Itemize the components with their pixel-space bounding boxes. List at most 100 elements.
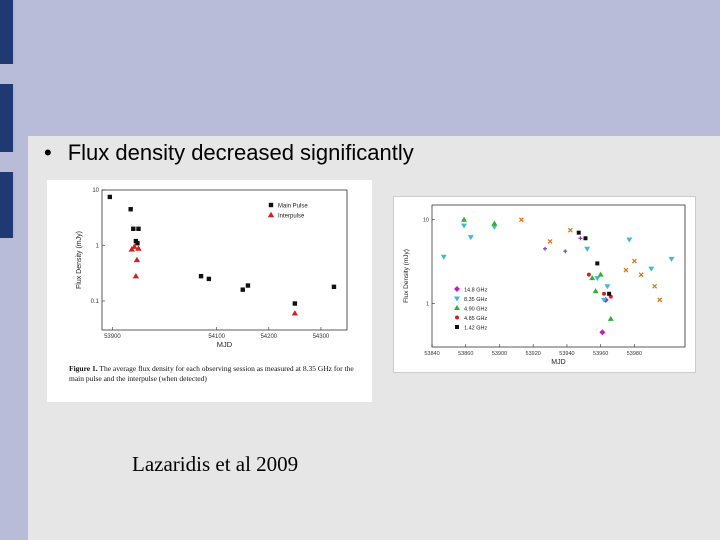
data-point bbox=[657, 297, 663, 303]
data-point bbox=[668, 256, 675, 262]
data-point bbox=[331, 284, 337, 290]
figure-1-caption-label: Figure 1. bbox=[69, 364, 98, 373]
legend-marker bbox=[454, 305, 460, 310]
x-tick-label: 53900 bbox=[492, 351, 507, 357]
data-point bbox=[131, 226, 136, 231]
data-point bbox=[518, 217, 524, 223]
data-point bbox=[626, 237, 633, 243]
data-point bbox=[601, 297, 608, 303]
data-point bbox=[135, 240, 140, 246]
data-point bbox=[648, 266, 655, 272]
figure-1-caption-text: The average flux density for each observ… bbox=[69, 364, 354, 383]
x-tick-label: 53840 bbox=[424, 351, 439, 357]
data-point bbox=[652, 283, 658, 289]
legend-label: 4.90 GHz bbox=[464, 307, 487, 313]
decoration-bar-1 bbox=[0, 0, 15, 64]
y-tick-label: 10 bbox=[423, 218, 429, 224]
data-point bbox=[240, 287, 245, 292]
legend-marker bbox=[268, 202, 274, 208]
data-point bbox=[604, 284, 611, 290]
data-point bbox=[567, 227, 573, 233]
x-tick-label: 54200 bbox=[260, 334, 277, 340]
data-point bbox=[594, 276, 601, 282]
data-point bbox=[583, 236, 588, 241]
legend-label: 14.8 GHz bbox=[464, 288, 487, 294]
data-point bbox=[131, 243, 138, 249]
data-point bbox=[592, 288, 599, 294]
x-tick-label: 53900 bbox=[104, 334, 121, 340]
legend-label: Main Pulse bbox=[278, 204, 308, 210]
decoration-bar-2 bbox=[0, 84, 15, 152]
data-point bbox=[597, 271, 604, 277]
data-point bbox=[607, 315, 614, 321]
data-point bbox=[595, 261, 600, 266]
data-point bbox=[623, 267, 629, 273]
data-point bbox=[547, 238, 553, 244]
legend-label: 8.35 GHz bbox=[464, 297, 487, 303]
data-point bbox=[543, 246, 548, 251]
x-tick-label: 54300 bbox=[313, 334, 330, 340]
y-tick-label: 10 bbox=[92, 188, 99, 194]
decoration-bar-3 bbox=[0, 172, 15, 238]
data-point bbox=[638, 272, 644, 278]
y-tick-label: 1 bbox=[96, 243, 100, 249]
legend-label: 4.85 GHz bbox=[464, 316, 487, 322]
bullet-marker: • bbox=[44, 140, 52, 165]
x-axis-label: MJD bbox=[217, 340, 233, 349]
data-point bbox=[467, 235, 474, 241]
data-point bbox=[607, 291, 612, 296]
y-tick-label: 0.1 bbox=[91, 299, 100, 305]
data-point bbox=[292, 301, 298, 306]
legend-marker bbox=[267, 211, 275, 218]
legend-label: Interpulse bbox=[278, 214, 305, 220]
y-tick-label: 1 bbox=[426, 301, 429, 307]
data-point bbox=[291, 310, 299, 316]
x-tick-label: 53920 bbox=[526, 351, 541, 357]
x-axis-label: MJD bbox=[551, 359, 565, 366]
y-axis-label: Flux Density (mJy) bbox=[76, 231, 83, 289]
x-tick-label: 53980 bbox=[627, 351, 642, 357]
legend-label: 1.42 GHz bbox=[464, 326, 487, 332]
x-tick-label: 53860 bbox=[458, 351, 473, 357]
chart-2-svg: 53840 53860 53900 53920 53940 53960 53980 10 1 MJ… bbox=[403, 204, 686, 366]
plot-frame bbox=[101, 189, 348, 331]
data-point bbox=[602, 291, 607, 296]
data-point bbox=[631, 258, 637, 264]
data-point bbox=[198, 273, 204, 279]
data-point bbox=[491, 220, 498, 226]
data-point bbox=[461, 216, 468, 222]
data-point bbox=[563, 249, 568, 254]
data-point bbox=[586, 272, 591, 277]
bullet-text: Flux density decreased significantly bbox=[67, 140, 414, 165]
left-margin-strip bbox=[0, 0, 28, 540]
data-point bbox=[132, 272, 140, 279]
x-tick-label: 53940 bbox=[559, 351, 574, 357]
data-point bbox=[107, 194, 113, 200]
data-point bbox=[206, 276, 212, 282]
figure-1-panel: 53900 54100 54200 54300 0.1 1 10 MJD Flux Densit… bbox=[47, 180, 372, 402]
legend-marker bbox=[454, 296, 460, 302]
data-point bbox=[133, 256, 141, 263]
chart-1-svg: 53900 54100 54200 54300 0.1 1 10 MJD Flux Densit… bbox=[76, 188, 348, 349]
data-point bbox=[135, 245, 142, 251]
data-point bbox=[491, 224, 498, 230]
data-point bbox=[128, 207, 133, 212]
data-point bbox=[578, 236, 583, 241]
x-tick-label: 53960 bbox=[593, 351, 608, 357]
bullet-point: • Flux density decreased significantly bbox=[44, 140, 414, 166]
title-area bbox=[0, 0, 720, 136]
y-axis-label: Flux Density (mJy) bbox=[403, 249, 410, 303]
x-tick-label: 54100 bbox=[208, 334, 225, 340]
legend-marker bbox=[455, 325, 459, 329]
data-point bbox=[136, 226, 141, 231]
figure-1-caption: Figure 1. The average flux density for e… bbox=[69, 364, 367, 384]
citation-credit: Lazaridis et al 2009 bbox=[132, 452, 299, 476]
data-point bbox=[584, 246, 591, 252]
legend-marker bbox=[454, 286, 460, 292]
legend-marker bbox=[455, 315, 459, 320]
data-point bbox=[589, 275, 596, 281]
data-point bbox=[461, 223, 468, 229]
plot-frame bbox=[431, 204, 686, 348]
data-point bbox=[245, 283, 251, 288]
data-point bbox=[576, 230, 581, 235]
